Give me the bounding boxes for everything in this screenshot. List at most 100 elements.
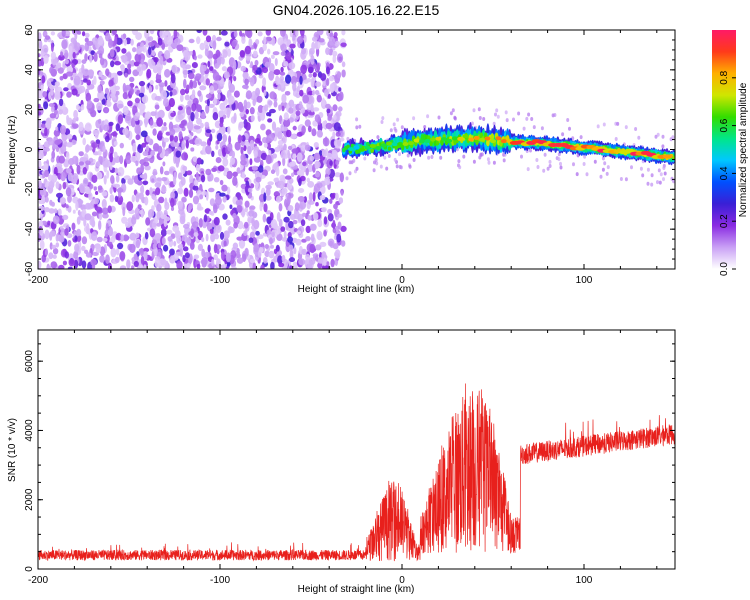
heatmap-noise-cell xyxy=(332,243,339,250)
heatmap-noise-cell xyxy=(241,171,245,179)
heatmap-noise-cell xyxy=(225,252,231,263)
heatmap-noise-cell xyxy=(78,85,86,93)
heatmap-noise-cell xyxy=(114,195,118,202)
heatmap-signal-cell xyxy=(355,117,359,122)
heatmap-noise-cell xyxy=(74,243,80,253)
heatmap-noise-cell xyxy=(147,36,151,42)
heatmap-noise-cell xyxy=(121,54,128,63)
heatmap-noise-cell xyxy=(312,72,317,78)
heatmap-noise-cell xyxy=(95,206,103,213)
heatmap-noise-cell xyxy=(195,171,199,182)
heatmap-noise-cell xyxy=(70,76,74,81)
heatmap-noise-cell xyxy=(161,184,166,194)
heatmap-noise-cell xyxy=(119,251,126,261)
heatmap-noise-cell xyxy=(289,133,297,140)
heatmap-signal-cell xyxy=(546,166,550,171)
heatmap-noise-cell xyxy=(71,155,79,165)
heatmap-noise-cell xyxy=(244,45,251,55)
heatmap-noise-cell xyxy=(200,174,206,183)
heatmap-signal-cell xyxy=(492,121,496,126)
heatmap-noise-cell xyxy=(307,263,313,269)
heatmap-noise-cell xyxy=(106,241,113,247)
heatmap-noise-cell xyxy=(304,144,311,152)
heatmap-noise-cell xyxy=(236,250,241,256)
heatmap-noise-cell xyxy=(161,177,168,182)
heatmap-signal-cell xyxy=(458,165,462,170)
heatmap-noise-cell xyxy=(321,265,329,269)
heatmap-ridge-peak xyxy=(429,137,436,142)
heatmap-noise-cell xyxy=(180,176,186,186)
heatmap-noise-cell xyxy=(280,51,286,57)
heatmap-signal-cell xyxy=(654,134,658,139)
heatmap-noise-cell xyxy=(276,211,281,222)
heatmap-noise-cell xyxy=(157,111,163,117)
heatmap-noise-cell xyxy=(71,58,79,65)
heatmap-noise-cell xyxy=(179,247,183,257)
heatmap-ridge-peak xyxy=(413,138,420,143)
heatmap-noise-cell xyxy=(247,187,253,193)
heatmap-noise-cell xyxy=(308,111,315,116)
heatmap-noise-cell xyxy=(43,101,49,110)
heatmap-noise-cell xyxy=(86,79,91,86)
heatmap-signal-cell xyxy=(495,108,499,113)
heatmap-ridge-peak xyxy=(484,136,491,141)
heatmap-ridge-cell xyxy=(490,133,495,141)
heatmap-noise-cell xyxy=(316,230,323,241)
heatmap-noise-cell xyxy=(289,214,296,220)
snr-x-tick-label: 0 xyxy=(399,575,405,586)
heatmap-noise-cell xyxy=(137,103,144,110)
heatmap-noise-cell xyxy=(239,50,245,58)
heatmap-signal-cell xyxy=(427,155,431,160)
heatmap-noise-cell xyxy=(129,232,137,241)
heatmap-noise-cell xyxy=(71,88,78,96)
heatmap-noise-cell xyxy=(176,44,184,52)
heatmap-noise-cell xyxy=(151,50,156,57)
heatmap-noise-cell xyxy=(173,240,177,247)
heatmap-noise-cell xyxy=(268,253,275,258)
heatmap-noise-cell xyxy=(301,47,307,55)
heatmap-noise-cell xyxy=(337,213,343,218)
heatmap-noise-cell xyxy=(238,105,244,113)
heatmap-noise-cell xyxy=(214,233,220,240)
heatmap-signal-cell xyxy=(616,121,620,126)
heatmap-noise-cell xyxy=(84,202,92,210)
heatmap-noise-cell xyxy=(299,30,305,36)
heatmap-signal-cell xyxy=(639,166,643,171)
heatmap-noise-cell xyxy=(268,149,272,156)
heatmap-noise-cell xyxy=(101,191,108,197)
heatmap-noise-cell xyxy=(292,82,297,92)
heatmap-noise-cell xyxy=(291,148,299,154)
heatmap-noise-cell xyxy=(340,190,344,196)
heatmap-noise-cell xyxy=(99,246,106,256)
heatmap-noise-cell xyxy=(292,125,297,131)
heatmap-noise-cell xyxy=(252,50,258,58)
heatmap-noise-cell xyxy=(164,170,170,176)
heatmap-noise-cell xyxy=(324,176,331,186)
heatmap-ridge-peak xyxy=(402,142,409,146)
heatmap-noise-cell xyxy=(115,248,120,256)
heatmap-noise-cell xyxy=(264,244,269,249)
heatmap-noise-cell xyxy=(58,264,65,269)
heatmap-noise-cell xyxy=(273,163,278,170)
heatmap-noise-cell xyxy=(193,55,197,61)
heatmap-noise-cell xyxy=(255,176,262,183)
heatmap-noise-cell xyxy=(119,142,125,149)
heatmap-noise-cell xyxy=(232,213,237,219)
heatmap-noise-cell xyxy=(140,256,145,265)
heatmap-noise-cell xyxy=(153,57,159,63)
heatmap-noise-cell xyxy=(158,82,166,88)
heatmap-signal-cell xyxy=(512,117,515,122)
heatmap-noise-cell xyxy=(273,101,278,108)
heatmap-noise-cell xyxy=(181,61,187,69)
heatmap-noise-cell xyxy=(56,62,62,69)
heatmap-noise-cell xyxy=(86,223,90,232)
heatmap-noise-cell xyxy=(312,36,318,42)
heatmap-noise-cell xyxy=(275,180,281,188)
heatmap-ridge-cell xyxy=(387,146,392,151)
heatmap-noise-cell xyxy=(60,51,64,57)
heatmap-noise-cell xyxy=(78,161,85,166)
heatmap-noise-cell xyxy=(85,252,92,258)
heatmap-noise-cell xyxy=(249,258,256,264)
heatmap-noise-cell xyxy=(126,259,131,269)
